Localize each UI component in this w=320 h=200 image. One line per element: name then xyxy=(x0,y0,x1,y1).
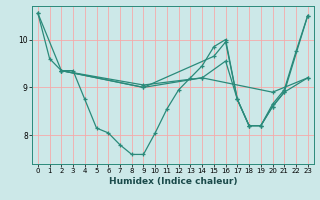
X-axis label: Humidex (Indice chaleur): Humidex (Indice chaleur) xyxy=(108,177,237,186)
